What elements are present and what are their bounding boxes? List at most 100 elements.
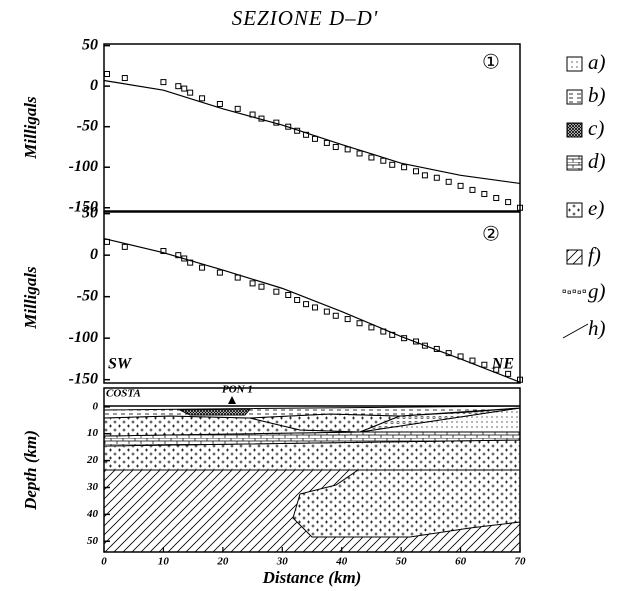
data-point	[493, 195, 500, 202]
plot-frame	[103, 211, 521, 384]
plot-frame	[103, 387, 521, 553]
data-point	[323, 139, 330, 146]
legend-label: f)	[588, 243, 601, 267]
legend-swatch	[566, 202, 583, 218]
y-tick-label: -50	[77, 287, 98, 304]
y-tick-label: 40	[86, 508, 99, 520]
y-tick-label: -150	[69, 198, 98, 215]
y-tick-label: 50	[82, 36, 98, 53]
data-point	[249, 280, 256, 287]
data-point	[344, 146, 351, 153]
legend-swatch	[566, 89, 583, 105]
data-point	[323, 308, 330, 315]
legend-swatch	[566, 249, 583, 265]
model-line	[103, 79, 521, 185]
y-tick-label: -100	[69, 158, 98, 175]
y-tick-label: -50	[77, 117, 98, 134]
x-axis-label: Distance (km)	[262, 568, 362, 587]
y-tick-label: -150	[69, 370, 98, 387]
x-tick-label: 60	[455, 556, 467, 568]
data-point	[421, 342, 428, 349]
annotation: PON 1	[222, 384, 253, 396]
legend-label: h)	[588, 316, 606, 340]
y-tick-label: 0	[90, 246, 98, 263]
data-point	[199, 264, 206, 271]
data-point	[311, 135, 318, 142]
y-axis-label: Depth (km)	[21, 430, 40, 511]
y-axis-label: Milligals	[21, 266, 40, 330]
data-point	[445, 178, 452, 185]
data-point	[175, 252, 182, 259]
data-point	[505, 199, 512, 206]
data-point	[175, 83, 182, 90]
data-point	[401, 164, 408, 171]
y-tick-label: 20	[86, 454, 99, 466]
data-point	[160, 79, 167, 86]
legend-swatch	[562, 289, 566, 293]
cross-section	[103, 396, 521, 553]
data-point	[258, 283, 265, 290]
legend-label: a)	[588, 50, 606, 74]
legend-swatch	[566, 122, 583, 138]
data-point	[356, 150, 363, 157]
data-point	[380, 157, 387, 164]
data-point	[368, 154, 375, 161]
legend-label: e)	[588, 196, 604, 220]
data-point	[389, 161, 396, 168]
data-point	[285, 292, 292, 299]
panel-label: ②	[482, 222, 500, 246]
y-axis-label: Milligals	[21, 96, 40, 160]
y-tick-label: 0	[93, 400, 99, 412]
x-tick-label: 10	[158, 556, 170, 568]
data-point	[121, 75, 128, 82]
data-point	[421, 172, 428, 179]
x-tick-label: 40	[335, 556, 348, 568]
data-point	[199, 95, 206, 102]
x-tick-label: 70	[515, 556, 527, 568]
legend-swatch	[582, 289, 586, 293]
annotation: NE	[491, 356, 514, 373]
y-tick-label: 10	[87, 427, 99, 439]
figure-title: SEZIONE D–D'	[232, 6, 379, 30]
panel-label: ①	[482, 50, 500, 74]
x-tick-label: 0	[101, 556, 107, 568]
legend-label: d)	[588, 149, 606, 173]
data-point	[187, 89, 194, 96]
data-point	[216, 269, 223, 276]
data-point	[332, 312, 339, 319]
legend-swatch	[562, 323, 589, 339]
annotation: COSTA	[106, 388, 141, 400]
data-point	[469, 186, 476, 193]
legend-swatch	[577, 290, 581, 294]
data-point	[344, 316, 351, 323]
x-tick-label: 50	[396, 556, 408, 568]
data-point	[481, 190, 488, 197]
data-point	[103, 70, 110, 77]
legend-label: g)	[588, 279, 606, 303]
y-tick-label: 50	[82, 204, 98, 221]
legend-swatch	[566, 155, 583, 171]
data-point	[303, 301, 310, 308]
x-tick-label: 30	[276, 556, 289, 568]
x-tick-label: 20	[216, 556, 229, 568]
legend-swatch	[567, 290, 571, 294]
data-point	[160, 248, 167, 255]
data-point	[332, 143, 339, 150]
data-point	[481, 361, 488, 368]
legend-label: c)	[588, 116, 604, 140]
data-point	[234, 105, 241, 112]
data-point	[368, 324, 375, 331]
data-point	[273, 288, 280, 295]
annotation: SW	[108, 356, 133, 373]
data-point	[457, 182, 464, 189]
data-point	[433, 174, 440, 181]
data-point	[121, 243, 128, 250]
data-point	[413, 168, 419, 175]
y-tick-label: 50	[87, 535, 99, 547]
plot-frame	[103, 43, 521, 212]
legend-swatch	[572, 289, 576, 293]
data-point	[294, 296, 301, 303]
legend-swatch	[566, 56, 583, 72]
y-tick-label: 30	[86, 481, 99, 493]
